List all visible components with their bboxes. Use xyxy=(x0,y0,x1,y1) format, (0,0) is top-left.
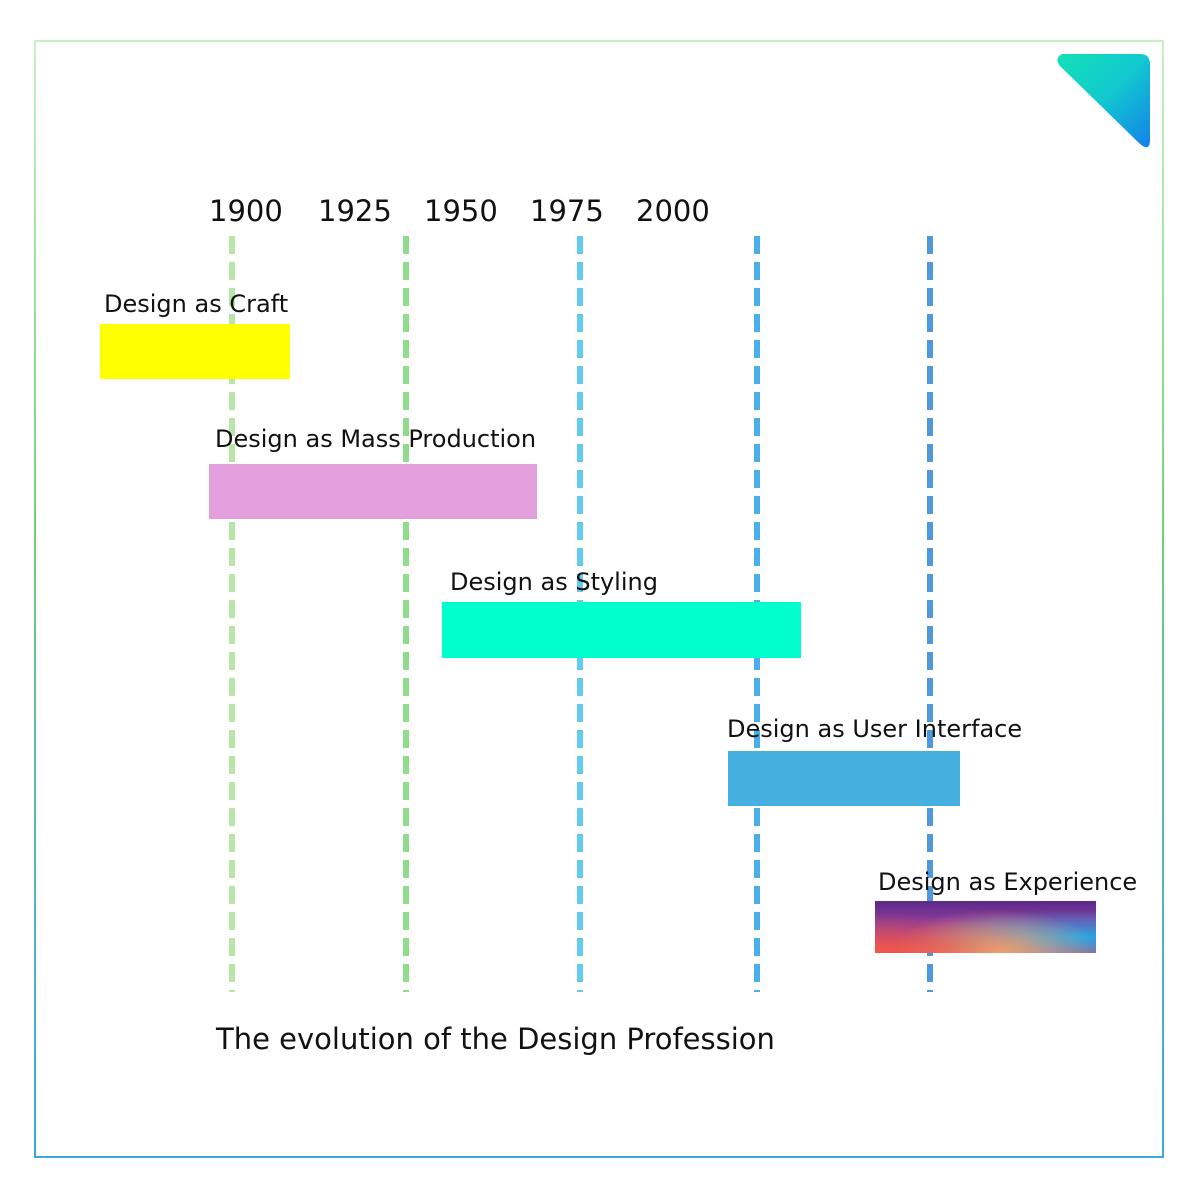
era-bar-experience xyxy=(875,901,1096,953)
era-bar-mass-production xyxy=(209,464,537,519)
year-label-1900: 1900 xyxy=(209,194,283,228)
corner-logo-icon xyxy=(1057,54,1150,148)
dashed-line-1 xyxy=(229,236,235,992)
dashed-line-5 xyxy=(927,236,933,992)
era-label-craft: Design as Craft xyxy=(104,290,289,318)
diagram-title: The evolution of the Design Profession xyxy=(216,1022,775,1056)
era-bar-user-interface xyxy=(728,751,960,806)
year-label-1975: 1975 xyxy=(530,194,604,228)
year-label-2000: 2000 xyxy=(636,194,710,228)
year-label-1950: 1950 xyxy=(424,194,498,228)
era-label-user-interface: Design as User Interface xyxy=(727,715,1023,743)
diagram-frame xyxy=(34,40,1164,1158)
era-bar-styling xyxy=(442,602,801,658)
dashed-line-2 xyxy=(403,236,409,992)
era-label-experience: Design as Experience xyxy=(878,868,1138,896)
year-label-1925: 1925 xyxy=(318,194,392,228)
era-label-mass-production: Design as Mass Production xyxy=(215,425,537,453)
era-label-styling: Design as Styling xyxy=(450,568,658,596)
era-bar-craft xyxy=(100,324,290,379)
